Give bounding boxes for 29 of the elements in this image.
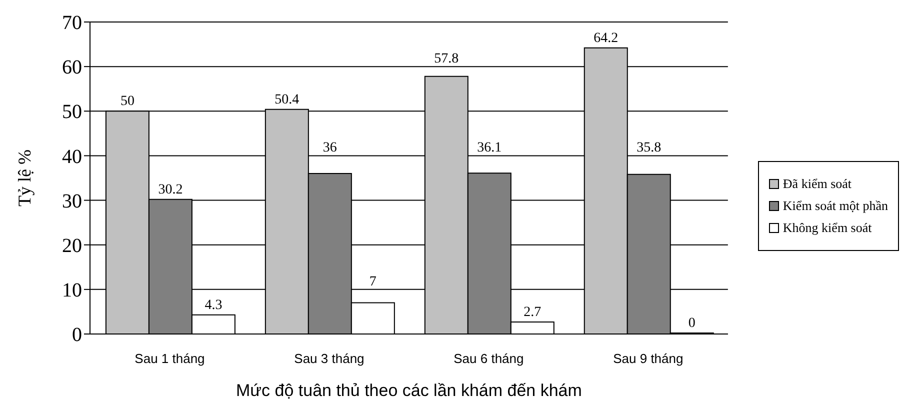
y-tick-label: 0 bbox=[72, 324, 82, 346]
data-label: 0 bbox=[688, 316, 696, 331]
y-axis-title: Tỷ lệ % bbox=[14, 150, 34, 206]
y-tick-label: 50 bbox=[62, 101, 82, 124]
data-label: 36 bbox=[322, 140, 337, 156]
y-tick-label: 70 bbox=[62, 12, 82, 34]
x-tick-label: Sau 1 tháng bbox=[134, 351, 205, 366]
data-label: 50.4 bbox=[274, 92, 300, 108]
data-label: 64.2 bbox=[594, 30, 618, 46]
data-label: 57.8 bbox=[434, 52, 459, 67]
legend-label: Không kiểm soát bbox=[782, 220, 872, 236]
data-label: 2.7 bbox=[524, 304, 542, 320]
x-tick-label: Sau 6 tháng bbox=[454, 351, 524, 366]
data-label: 35.8 bbox=[636, 140, 662, 156]
data-label: 4.3 bbox=[204, 298, 222, 313]
data-label: 50 bbox=[120, 94, 134, 110]
legend-label: Kiểm soát một phần bbox=[782, 198, 888, 214]
data-label: 7 bbox=[369, 274, 376, 290]
x-tick-label: Sau 3 tháng bbox=[294, 351, 364, 366]
y-tick-label: 30 bbox=[62, 190, 82, 212]
y-tick-label: 60 bbox=[62, 56, 82, 79]
y-tick-label: 40 bbox=[62, 146, 82, 168]
x-tick-label: Sau 9 tháng bbox=[613, 351, 684, 366]
legend-label: Đã kiểm soát bbox=[782, 176, 852, 192]
y-tick-label: 20 bbox=[62, 234, 82, 257]
data-label: 30.2 bbox=[158, 182, 183, 198]
data-label: 36.1 bbox=[477, 140, 502, 156]
y-tick-label: 10 bbox=[62, 280, 82, 302]
x-axis-title: Mức độ tuân thủ theo các lần khám đến khám bbox=[236, 381, 582, 400]
